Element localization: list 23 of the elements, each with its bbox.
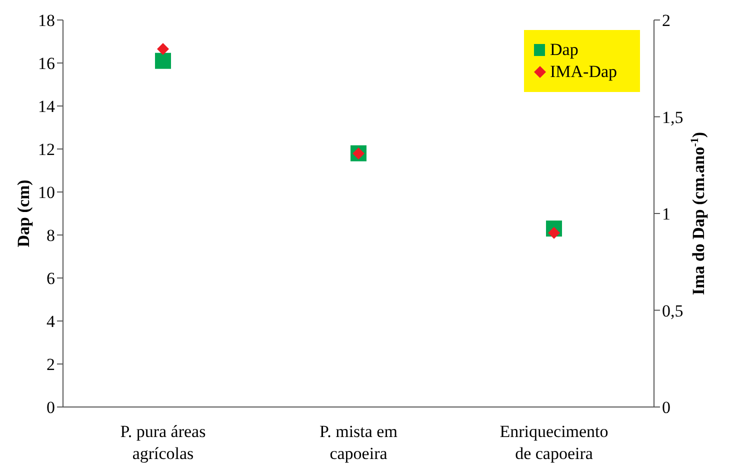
x-tick-label: Enriquecimento de capoeira (500, 422, 608, 463)
point (157, 43, 169, 56)
y-tick-label: 16 (38, 54, 55, 74)
y2-tick-label: 2 (662, 11, 670, 30)
y-tick-label: 4 (46, 312, 56, 332)
y-tick-label: 6 (46, 269, 55, 288)
y2-tick-label: 0,5 (662, 301, 684, 320)
y-tick-label: 2 (46, 355, 55, 374)
y2-tick-label: 1 (662, 204, 670, 224)
y-axis-title: Dap (cm) (14, 180, 33, 248)
x-tick-label: P. mista em capoeira (320, 422, 398, 463)
legend-label: Dap (550, 40, 578, 60)
y-tick-label: 18 (38, 11, 55, 30)
legend-label: IMA-Dap (550, 62, 618, 82)
point (155, 52, 171, 69)
y-tick-label: 0 (46, 398, 55, 418)
x-tick-label: P. pura áreas agrícolas (120, 422, 206, 463)
y2-tick-label: 0 (662, 398, 670, 418)
y2-tick-label: 1,5 (662, 108, 684, 127)
y-tick-label: 14 (38, 97, 56, 116)
y-tick-label: 10 (38, 183, 55, 202)
y-tick-label: 12 (38, 140, 55, 160)
y-tick-label: 8 (46, 226, 55, 246)
